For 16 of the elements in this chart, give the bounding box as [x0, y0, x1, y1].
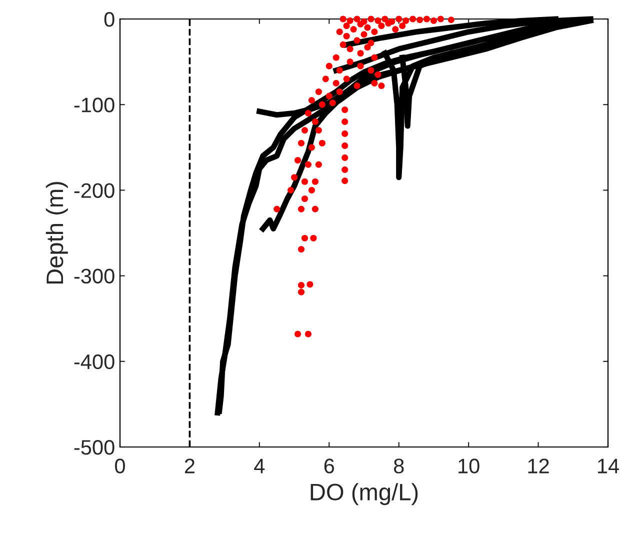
- x-axis-title: DO (mg/L): [310, 483, 418, 506]
- x-tick-label: 10: [458, 458, 480, 474]
- y-tick-label: -300: [74, 268, 114, 284]
- x-tick-label: 4: [254, 458, 265, 474]
- y-tick-label: 0: [104, 12, 114, 27]
- y-tick-label: -100: [74, 98, 114, 112]
- x-tick-label: 12: [528, 458, 549, 474]
- x-tick-label: 14: [598, 458, 619, 474]
- y-tick-label: -200: [74, 183, 114, 198]
- y-tick-label: -500: [74, 440, 114, 455]
- y-axis-title: Depth (m): [46, 182, 68, 284]
- x-tick-label: 8: [394, 458, 404, 474]
- x-tick-label: 0: [115, 458, 125, 474]
- y-tick-label: -400: [74, 354, 114, 370]
- x-tick-label: 2: [184, 458, 194, 474]
- x-tick-label: 6: [324, 458, 334, 474]
